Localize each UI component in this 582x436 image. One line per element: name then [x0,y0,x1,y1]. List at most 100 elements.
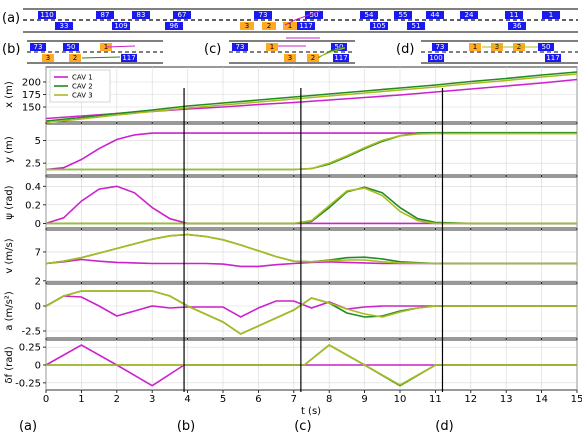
vehicle-54: 54 [360,11,378,19]
vehicle-50-id: 50 [335,43,344,51]
vehicle-117: 117 [121,54,137,62]
subplot-frame [45,229,578,283]
vehicle-117-id: 117 [122,54,135,62]
vehicle-109: 109 [112,22,130,30]
vehicle-51: 51 [407,22,425,30]
y-axis-label: a (m/s²) [4,291,15,331]
snapshot-a: (a) 110 87 83 67 73 50 54 55 44 24 11 1 33 109 96 117 1… [2,8,578,33]
x-tick-label: 11 [429,394,442,405]
y-tick-label: 175 [22,90,41,101]
legend-entry: CAV 3 [72,92,93,100]
series-cav-3-line [45,233,577,265]
cav-2: 2 [262,22,276,30]
legend-entry: CAV 2 [72,83,93,91]
vehicle-24-id: 24 [465,11,474,19]
vehicle-105-box [370,22,388,30]
vehicle-33-id: 33 [60,22,69,30]
cav-2-box [262,22,276,30]
cav3-path [317,47,346,58]
bottom-label: (a) [19,419,37,434]
vehicle-100-box [428,54,444,62]
series-cav-3-line [45,73,578,124]
vehicle-73: 73 [30,43,46,51]
vehicle-50: 50 [63,43,79,51]
vehicle-117-id: 117 [299,22,312,30]
x-tick-label: 12 [464,394,477,405]
vehicle-24-box [460,11,478,19]
vehicle-50: 50 [538,43,554,51]
vehicle-73: 73 [254,11,272,19]
subplot-3: 2 7 v (m/s) [4,229,578,287]
vehicle-36: 36 [508,22,526,30]
vehicle-73-id: 73 [259,11,268,19]
vehicle-24: 24 [460,11,478,19]
vehicle-83-id: 83 [137,11,146,19]
cav-3: 3 [284,54,296,62]
cav-2-box [69,54,81,62]
vehicle-73-id: 73 [436,43,445,51]
cav-1: 1 [469,43,481,51]
vehicle-11: 11 [505,11,523,19]
x-tick-label: 6 [255,394,261,405]
vehicle-51-id: 51 [412,22,421,30]
vehicle-54-id: 54 [365,11,374,19]
vehicle-44: 44 [426,11,444,19]
vehicle-1: 1 [542,11,560,19]
cav2-path [81,56,121,59]
vehicle-44-id: 44 [431,11,440,19]
cav-3-box [42,54,54,62]
cav-3-box [240,22,254,30]
vehicle-50-id: 50 [542,43,551,51]
subplot-1: 2.5 5 y (m) [4,123,578,178]
vehicle-105: 105 [370,22,388,30]
cav-3-id: 3 [288,54,292,62]
vehicle-50-box [63,43,79,51]
cav1-path [105,45,136,48]
x-tick-label: 3 [149,394,155,405]
vehicle-117-id: 117 [546,54,559,62]
subplot-4: 0 -2.5 a (m/s²) [4,283,578,341]
legend-entry: CAV 1 [72,74,93,82]
vehicle-50-box [538,43,554,51]
cav-2: 2 [307,54,319,62]
y-tick-label: 150 [22,103,41,114]
vehicle-109-box [112,22,130,30]
bottom-snapshot-labels: (a) (b) (c) (d) [19,419,454,434]
snapshot-c: (c) 73 50 117 1 3 2 [204,37,355,64]
vehicle-50-id: 50 [310,11,319,19]
vehicle-73-box [232,43,248,51]
vehicle-67-box [173,11,191,19]
x-tick-label: 4 [184,394,190,405]
vehicle-83: 83 [132,11,150,19]
series-cav-3-line [46,344,577,386]
vehicle-50: 50 [331,43,347,51]
cav-2-id: 2 [267,22,271,30]
vehicle-54-box [360,11,378,19]
vehicle-87-box [96,11,114,19]
vehicle-96-box [165,22,183,30]
vehicle-73-box [254,11,272,19]
vehicle-50-box [305,11,323,19]
vehicle-51-box [407,22,425,30]
y-tick-label: 7 [35,247,41,258]
vehicle-117-box [333,54,349,62]
vehicle-117-id: 117 [334,54,347,62]
x-tick-label: 15 [571,394,582,405]
vehicle-50-box [331,43,347,51]
subplot-frame [45,283,578,339]
series-cav-3-line [46,187,577,225]
x-tick-label: 10 [394,394,407,405]
vehicle-44-box [426,11,444,19]
vehicle-100-id: 100 [429,54,442,62]
x-tick-label: 7 [291,394,297,405]
snapshot-c-label: (c) [204,42,221,57]
vehicle-110: 110 [38,11,56,19]
cav-1-id: 1 [288,22,292,30]
y-tick-label: 0 [35,361,41,372]
cav-1-box [469,43,481,51]
